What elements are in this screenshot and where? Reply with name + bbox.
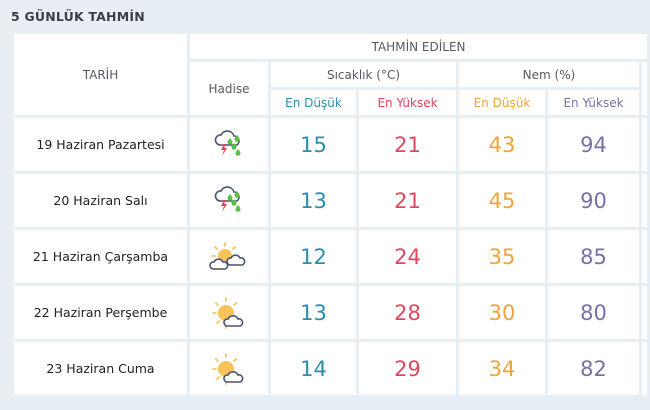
table-row: 23 Haziran Cuma 14 29 34 82: [14, 342, 648, 395]
header-date: TARİH: [14, 34, 187, 115]
date-cell: 21 Haziran Çarşamba: [14, 230, 187, 283]
temp-max-cell: 24: [359, 230, 456, 283]
hum-max-cell: 90: [548, 174, 639, 227]
header-humidity: Nem (%): [459, 62, 639, 87]
sun-cloud-icon: [190, 286, 268, 339]
extra-cell: [642, 342, 648, 395]
hum-min-cell: 34: [459, 342, 545, 395]
temp-min-cell: 13: [271, 286, 356, 339]
temp-max-cell: 21: [359, 174, 456, 227]
header-predicted: TAHMİN EDİLEN: [190, 34, 648, 59]
hum-min-cell: 43: [459, 118, 545, 171]
hum-max-cell: 85: [548, 230, 639, 283]
header-event: Hadise: [190, 62, 268, 115]
temp-min-cell: 15: [271, 118, 356, 171]
temp-max-cell: 21: [359, 118, 456, 171]
extra-cell: [642, 230, 648, 283]
sun-cloud-icon: [190, 342, 268, 395]
hum-max-cell: 80: [548, 286, 639, 339]
date-cell: 23 Haziran Cuma: [14, 342, 187, 395]
extra-cell: [642, 174, 648, 227]
date-cell: 19 Haziran Pazartesi: [14, 118, 187, 171]
partly-cloudy-icon: [190, 230, 268, 283]
extra-cell: [642, 118, 648, 171]
temp-max-cell: 29: [359, 342, 456, 395]
hum-min-cell: 45: [459, 174, 545, 227]
section-title: 5 GÜNLÜK TAHMİN: [11, 9, 145, 24]
table-row: 19 Haziran Pazartesi 15 21 43 94: [14, 118, 648, 171]
temp-min-cell: 14: [271, 342, 356, 395]
header-extra: [642, 62, 648, 115]
hum-max-cell: 82: [548, 342, 639, 395]
hum-max-cell: 94: [548, 118, 639, 171]
temp-min-cell: 12: [271, 230, 356, 283]
header-temp-min: En Düşük: [271, 90, 356, 115]
table-row: 20 Haziran Salı 13 21 45 90: [14, 174, 648, 227]
forecast-table: TARİH TAHMİN EDİLEN Hadise Sıcaklık (°C)…: [11, 31, 650, 398]
hum-min-cell: 30: [459, 286, 545, 339]
header-temp-max: En Yüksek: [359, 90, 456, 115]
date-cell: 20 Haziran Salı: [14, 174, 187, 227]
hum-min-cell: 35: [459, 230, 545, 283]
header-hum-min: En Düşük: [459, 90, 545, 115]
table-row: 21 Haziran Çarşamba 12 24 35 85: [14, 230, 648, 283]
table-row: 22 Haziran Perşembe 13 28 30 80: [14, 286, 648, 339]
header-temperature: Sıcaklık (°C): [271, 62, 456, 87]
extra-cell: [642, 286, 648, 339]
thunderstorm-rain-icon: [190, 118, 268, 171]
temp-min-cell: 13: [271, 174, 356, 227]
date-cell: 22 Haziran Perşembe: [14, 286, 187, 339]
temp-max-cell: 28: [359, 286, 456, 339]
thunderstorm-rain-icon: [190, 174, 268, 227]
header-hum-max: En Yüksek: [548, 90, 639, 115]
